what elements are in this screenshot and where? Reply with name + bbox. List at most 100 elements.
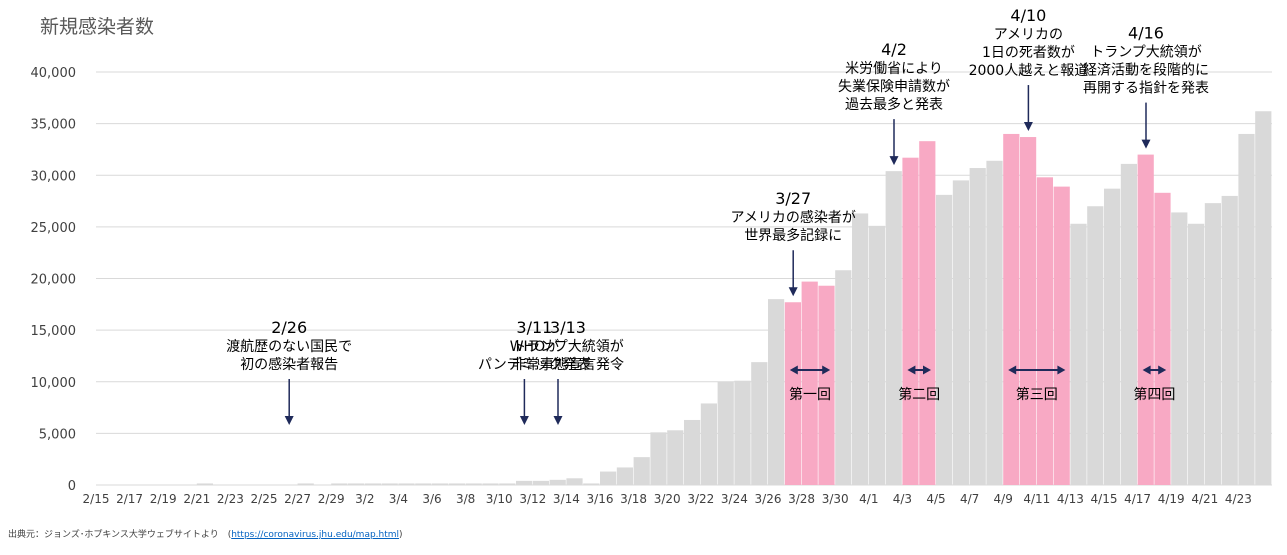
bar bbox=[364, 483, 381, 485]
y-tick-label: 30,000 bbox=[31, 169, 77, 184]
annotation-text: 米労働省により bbox=[845, 61, 943, 77]
meeting-arrow-head-right bbox=[1158, 365, 1167, 375]
bar bbox=[1087, 206, 1104, 485]
bar bbox=[532, 480, 549, 485]
bar bbox=[348, 483, 365, 485]
bar bbox=[398, 483, 415, 485]
bar-highlighted bbox=[1053, 186, 1070, 486]
x-tick-label: 2/27 bbox=[284, 492, 311, 506]
x-tick-label: 4/11 bbox=[1023, 492, 1050, 506]
x-tick-label: 4/7 bbox=[960, 492, 979, 506]
annotation-arrow-head bbox=[284, 416, 294, 425]
x-tick-label: 4/17 bbox=[1124, 492, 1151, 506]
bar bbox=[751, 362, 768, 485]
annotation-arrow-head bbox=[788, 287, 798, 297]
bar bbox=[768, 299, 785, 485]
meeting-arrow-head-left bbox=[789, 365, 798, 375]
annotation-date: 2/26 bbox=[271, 318, 307, 337]
bar bbox=[499, 483, 516, 485]
annotation-text: トランプ大統領が bbox=[512, 338, 624, 355]
x-tick-label: 4/13 bbox=[1057, 492, 1084, 506]
annotation-arrow-head bbox=[889, 156, 899, 166]
bar bbox=[549, 479, 566, 485]
x-tick-label: 3/2 bbox=[355, 492, 374, 506]
bar bbox=[868, 225, 885, 485]
bar bbox=[1204, 203, 1221, 485]
bars bbox=[196, 111, 1272, 486]
source-link[interactable]: https://coronavirus.jhu.edu/map.html bbox=[231, 530, 400, 540]
meeting-label: 第一回 bbox=[789, 386, 831, 403]
bar bbox=[885, 171, 902, 485]
bar-highlighted bbox=[1020, 137, 1037, 486]
bar bbox=[1255, 111, 1272, 486]
x-tick-label: 2/23 bbox=[217, 492, 244, 506]
bar bbox=[684, 419, 701, 485]
annotation-arrow-head bbox=[1023, 122, 1033, 132]
x-tick-label: 2/17 bbox=[116, 492, 143, 506]
x-tick-label: 2/19 bbox=[150, 492, 177, 506]
source-prefix: 出典元：ジョンズ･ホプキンス大学ウェブサイトより ( bbox=[8, 530, 232, 540]
x-tick-label: 3/14 bbox=[553, 492, 580, 506]
bar-highlighted bbox=[1036, 177, 1053, 485]
annotation-text: パンデミック発表 bbox=[478, 356, 591, 373]
bar bbox=[986, 160, 1003, 486]
bar bbox=[852, 213, 869, 485]
chart-title: 新規感染者数 bbox=[40, 16, 155, 38]
x-tick-label: 3/12 bbox=[519, 492, 546, 506]
annotation-text: アメリカの感染者が bbox=[731, 209, 856, 226]
bar-highlighted bbox=[818, 285, 835, 485]
bar-highlighted bbox=[1003, 133, 1020, 485]
bar bbox=[516, 480, 533, 485]
x-axis-labels: 2/15 2/17 2/19 2/21 2/23 2/25 2/27 2/29 3/2 3/4 3/… bbox=[83, 492, 1252, 506]
bar bbox=[297, 483, 314, 485]
bar bbox=[381, 483, 398, 485]
bar-highlighted bbox=[919, 141, 936, 486]
bar bbox=[196, 483, 213, 485]
bar bbox=[482, 483, 499, 485]
y-tick-label: 20,000 bbox=[31, 273, 77, 288]
source-note: 出典元：ジョンズ･ホプキンス大学ウェブサイトより (https://corona… bbox=[8, 527, 403, 540]
x-tick-label: 4/5 bbox=[926, 492, 945, 506]
annotation-text: 1日の死者数が bbox=[982, 45, 1075, 61]
bar bbox=[667, 430, 684, 485]
annotation-arrow-head bbox=[519, 416, 529, 425]
x-tick-label: 4/23 bbox=[1225, 492, 1252, 506]
x-tick-label: 3/20 bbox=[654, 492, 681, 506]
annotation-date: 4/16 bbox=[1128, 24, 1164, 43]
y-axis-labels: 0 5,000 10,000 15,000 20,000 25,000 30,000 35,0… bbox=[31, 66, 77, 494]
annotation-text: 2000人越えと報道 bbox=[969, 63, 1089, 79]
bar bbox=[633, 457, 650, 485]
y-tick-label: 15,000 bbox=[31, 324, 77, 339]
annotation-text: 失業保険申請数が bbox=[838, 79, 950, 95]
bar bbox=[700, 403, 717, 485]
bar bbox=[1171, 212, 1188, 486]
bar bbox=[566, 478, 583, 485]
meeting-label: 第二回 bbox=[898, 386, 940, 403]
annotation-date: 3/13 bbox=[550, 318, 586, 337]
annotation-arrow-head bbox=[1141, 139, 1151, 149]
bar bbox=[583, 483, 600, 485]
x-tick-label: 4/9 bbox=[994, 492, 1013, 506]
annotation-text: アメリカの bbox=[994, 27, 1063, 43]
bar bbox=[432, 483, 449, 485]
annotation-arrow-head bbox=[553, 416, 563, 425]
x-tick-label: 3/4 bbox=[389, 492, 408, 506]
bar bbox=[331, 483, 348, 485]
bar bbox=[600, 471, 617, 485]
x-tick-label: 3/28 bbox=[788, 492, 815, 506]
annotation-date: 3/27 bbox=[775, 189, 811, 208]
meeting-periods: 第一回 第二回 第三回 第四回 bbox=[789, 365, 1175, 403]
x-tick-label: 4/19 bbox=[1158, 492, 1185, 506]
x-tick-label: 3/10 bbox=[486, 492, 513, 506]
y-tick-label: 25,000 bbox=[31, 221, 77, 236]
bar bbox=[465, 483, 482, 485]
bar bbox=[448, 483, 465, 485]
meeting-arrow-head-left bbox=[1142, 365, 1151, 375]
x-tick-label: 3/18 bbox=[620, 492, 647, 506]
bar bbox=[952, 180, 969, 485]
x-tick-label: 2/29 bbox=[318, 492, 345, 506]
annotation-date: 4/10 bbox=[1010, 6, 1046, 25]
meeting-arrow-head-right bbox=[822, 365, 831, 375]
y-tick-label: 0 bbox=[68, 479, 76, 494]
